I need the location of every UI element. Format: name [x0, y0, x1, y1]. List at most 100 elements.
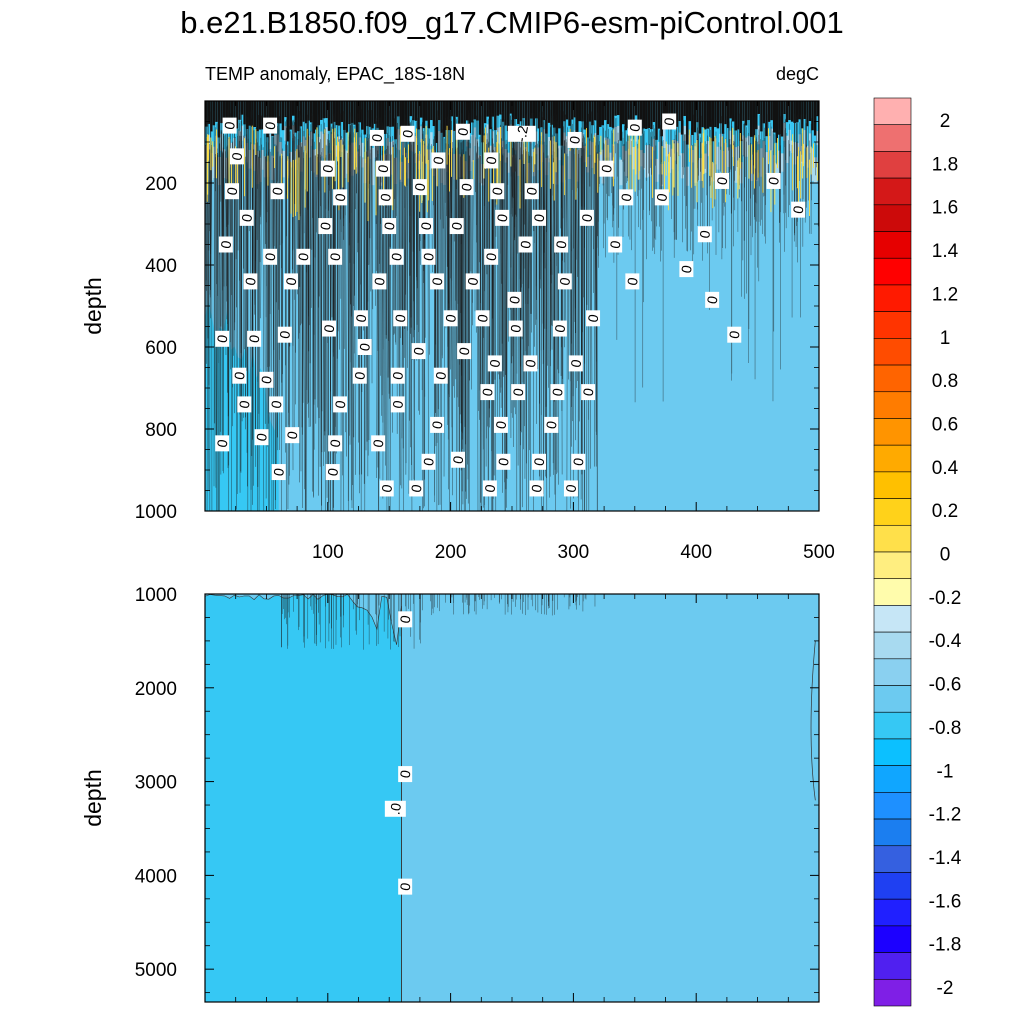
surface-cell [552, 101, 557, 128]
surface-cell [514, 101, 518, 120]
upper-contour-label: 0 [258, 374, 275, 385]
surface-cell [701, 101, 705, 128]
upper-contour-label-box [563, 480, 578, 497]
colorbar-box [873, 151, 912, 179]
contour-line [573, 154, 575, 499]
upper-contour-label: 0 [242, 276, 259, 287]
contour-line [567, 156, 569, 380]
surface-cell [683, 101, 687, 116]
contour-line [321, 152, 323, 412]
upper-contour-label: 0 [284, 430, 301, 441]
surface-cell [601, 101, 605, 126]
surface-cell [632, 101, 636, 130]
surface-cell [378, 101, 383, 139]
upper-contour-label-box [455, 123, 470, 140]
surface-cell [657, 101, 661, 129]
upper-contour-label: 0 [238, 212, 255, 223]
upper-contour-label: 0 [661, 116, 678, 127]
surface-cell [483, 101, 488, 124]
surface-cell [737, 101, 741, 130]
upper-contour-label: 0 [221, 120, 238, 131]
upper-contour-label: 0 [464, 276, 481, 287]
upper-contour-label-box [554, 236, 569, 253]
upper-contour-label-box [480, 384, 495, 401]
surface-cell [409, 101, 413, 117]
surface-cell [274, 101, 278, 119]
upper-contour-label-box [557, 273, 572, 290]
surface-cell [634, 101, 638, 116]
surface-cell [256, 101, 260, 132]
upper-contour-label-box [225, 183, 240, 200]
contour-line [444, 156, 446, 317]
contour-line [592, 125, 594, 293]
surface-cell [455, 101, 459, 117]
contour-line [288, 120, 291, 425]
colorbar-tick-label: -0.6 [929, 675, 962, 696]
surface-cell [783, 101, 787, 115]
surface-cell [394, 101, 398, 140]
upper-contour-label: 0 [253, 432, 270, 443]
lower-contour-label-box [398, 611, 413, 628]
upper-contour-label-box [599, 160, 614, 177]
upper-contour-label-box [421, 453, 436, 470]
surface-cell [371, 101, 375, 129]
colorbar-tick-label: 0.2 [932, 501, 958, 522]
contour-line [572, 109, 575, 397]
upper-contour-label-box [490, 183, 505, 200]
upper-contour-label-box [433, 367, 448, 384]
upper-contour-label-box [496, 453, 511, 470]
surface-cell [496, 101, 500, 116]
contour-line [523, 149, 525, 427]
surface-cell [816, 101, 819, 117]
colorbar-box [873, 872, 912, 900]
contour-line [464, 154, 466, 492]
surface-cell [642, 101, 646, 129]
contour-line [280, 137, 282, 511]
contour-line [252, 121, 254, 486]
lower-ytick-label: 1000 [135, 585, 177, 606]
upper-contour-label: 0 [474, 313, 491, 324]
upper-panel-axes: 100 200 300 400 500 200 400 600 800 1000 [135, 100, 835, 563]
upper-contour-label-box [320, 160, 335, 177]
surface-cell [772, 101, 777, 133]
surface-cell [524, 101, 528, 129]
contour-line [362, 157, 364, 331]
upper-contour-label-box [495, 209, 510, 226]
surface-cell [486, 101, 490, 117]
surface-cell [448, 101, 452, 131]
lower-panel-axes: 1000 2000 3000 4000 5000 [135, 585, 820, 1002]
contour-line [393, 118, 395, 375]
contour-line [810, 640, 816, 801]
upper-contour-label-box [318, 218, 333, 235]
contour-line [564, 139, 567, 333]
lower-contour-label-box [384, 800, 406, 817]
upper-contour-label-box [579, 209, 594, 226]
surface-cell [414, 101, 418, 121]
upper-contour-label: 0 [231, 370, 248, 381]
upper-contour-label: 0 [410, 346, 427, 357]
units-label: degC [776, 64, 819, 84]
upper-contour-label: 0 [483, 155, 500, 166]
upper-contour-label: 0 [653, 192, 670, 203]
colorbar-tick-label: 1.6 [932, 198, 958, 219]
upper-contour-label-box [371, 435, 386, 452]
surface-cell [499, 101, 503, 115]
contour-line [447, 128, 449, 217]
upper-contour-label-box [333, 396, 348, 413]
upper-contour-label: 0 [578, 212, 595, 223]
contour-line [255, 138, 257, 262]
surface-cell [332, 101, 337, 122]
contour-line [355, 122, 357, 475]
lower-panel-fill [205, 594, 819, 1002]
upper-contour-label: 0 [246, 333, 263, 344]
upper-contour-label: 0 [580, 387, 597, 398]
surface-cell [422, 101, 426, 129]
contour-line [561, 157, 563, 208]
contour-line [272, 137, 274, 511]
contour-line [543, 122, 545, 224]
upper-contour-label: 0 [371, 276, 388, 287]
upper-contour-label: 0 [236, 399, 253, 410]
surface-cell [801, 101, 805, 129]
upper-contour-label-box [412, 179, 427, 196]
upper-contour-label-box [283, 273, 298, 290]
